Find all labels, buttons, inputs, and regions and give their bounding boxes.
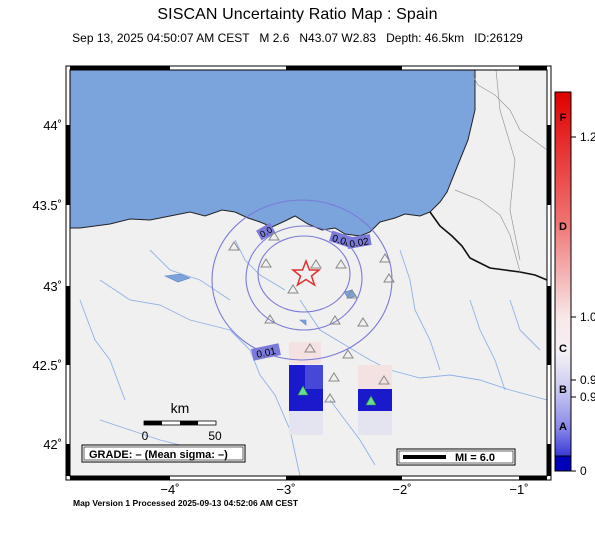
map-body: 0.01 0.08 0.02 0.0 (70, 70, 547, 476)
grade-text: GRADE: – (Mean sigma: –) (89, 449, 228, 461)
contour-label: 0.01 (256, 346, 278, 361)
lon-label: −4˚ (160, 482, 179, 497)
lat-label: 44˚ (43, 118, 62, 133)
grade-letter: D (559, 221, 567, 233)
contour-label: 0.02 (349, 236, 371, 250)
grade-letter: C (559, 343, 567, 355)
scale-end: 50 (208, 429, 222, 443)
scale-unit: km (171, 400, 190, 416)
scale-start: 0 (142, 429, 149, 443)
colorbar-label: 0.9 (580, 373, 595, 387)
mi-legend: MI = 6.0 (396, 448, 516, 466)
lat-label: 43˚ (43, 279, 62, 294)
distance-scale-bar: km 0 50 (142, 400, 222, 443)
latitude-labels: 44˚ 43.5˚ 43˚ 42.5˚ 42˚ (32, 118, 62, 452)
colorbar-label: 0.9 (580, 390, 595, 404)
seismic-stations (228, 231, 395, 403)
uncertainty-colorbar: 1.2 1.0 0.9 0.9 0 F D C B A (554, 91, 595, 478)
map-frame (65, 65, 552, 481)
grade-letter: A (559, 421, 567, 433)
national-border (429, 211, 547, 281)
colorbar-label: 1.0 (580, 310, 595, 324)
longitude-labels: −4˚ −3˚ −2˚ −1˚ (160, 482, 528, 497)
regional-boundaries (454, 70, 547, 273)
colorbar-label: 1.2 (580, 130, 595, 144)
grade-box: GRADE: – (Mean sigma: –) (81, 444, 246, 463)
grade-letter: B (559, 384, 567, 396)
high-uncertainty-cell (358, 389, 392, 411)
processing-info: Map Version 1 Processed 2025-09-13 04:52… (73, 498, 299, 508)
lon-label: −3˚ (276, 482, 295, 497)
stations-on-grid (297, 385, 377, 406)
lat-label: 43.5˚ (32, 198, 62, 213)
lon-label: −2˚ (392, 482, 411, 497)
lon-label: −1˚ (509, 482, 528, 497)
grade-letter: F (560, 112, 567, 124)
event-info: Sep 13, 2025 04:50:07 AM CEST M 2.6 N43.… (72, 31, 523, 45)
mi-label: MI = 6.0 (455, 452, 495, 464)
sea-area (70, 70, 476, 237)
map-title: SISCAN Uncertainty Ratio Map : Spain (157, 6, 438, 23)
epicenter-star-icon (290, 258, 322, 287)
uncertainty-grid (289, 342, 392, 435)
lat-label: 42˚ (43, 437, 62, 452)
contour-labels: 0.01 0.08 0.02 0.0 (251, 222, 372, 361)
rivers (79, 239, 547, 476)
colorbar-label: 0 (580, 464, 587, 478)
lat-label: 42.5˚ (32, 358, 62, 373)
uncertainty-contours (211, 199, 393, 361)
